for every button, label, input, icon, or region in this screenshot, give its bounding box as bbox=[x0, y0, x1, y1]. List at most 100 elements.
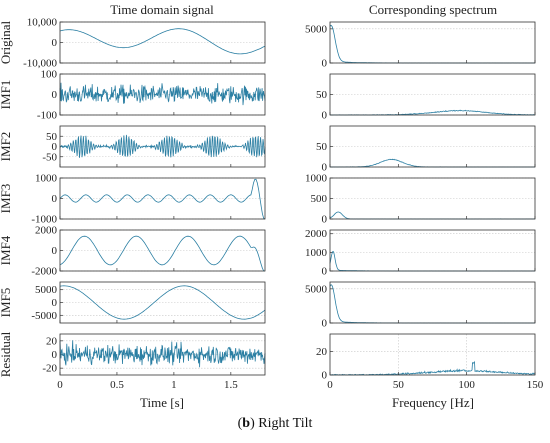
row-label: IMF2 bbox=[0, 132, 13, 162]
y-tick-label: 50 bbox=[316, 141, 328, 153]
y-tick-label: 5000 bbox=[35, 284, 58, 296]
series-line bbox=[59, 134, 266, 158]
series-line bbox=[329, 24, 535, 64]
panel-frame bbox=[329, 21, 536, 64]
panel-frame bbox=[329, 281, 536, 324]
time-panel: 100 0 -100 bbox=[37, 69, 266, 122]
y-tick-label: 0 bbox=[322, 162, 328, 174]
y-tick-label: 0 bbox=[322, 58, 328, 70]
row-label: Original bbox=[0, 20, 13, 64]
y-tick-label: 1000 bbox=[305, 173, 328, 185]
series-line bbox=[59, 340, 266, 368]
y-tick-label: 0 bbox=[52, 245, 58, 257]
panel-frame bbox=[329, 177, 536, 220]
left-column-title: Time domain signal bbox=[110, 2, 214, 17]
y-tick-label: 50 bbox=[46, 131, 58, 143]
spectrum-panel: 5000 0 bbox=[305, 21, 536, 70]
series-line bbox=[329, 250, 535, 272]
caption-text: Right Tilt bbox=[258, 416, 313, 431]
y-tick-label: 2000 bbox=[305, 228, 328, 240]
y-tick-label: -20 bbox=[42, 363, 57, 375]
time-panel: 1000 0 -1000 bbox=[31, 173, 266, 226]
y-tick-label: 0 bbox=[322, 110, 328, 122]
right-x-axis-label: Frequency [Hz] bbox=[392, 395, 474, 410]
time-panel: 10,000 0 -10,000 bbox=[23, 17, 266, 70]
series-line bbox=[59, 178, 266, 220]
x-tick-label: 150 bbox=[527, 379, 544, 391]
panel-frame bbox=[59, 73, 266, 116]
series-line bbox=[59, 235, 266, 272]
y-tick-label: -2000 bbox=[31, 266, 57, 278]
y-tick-label: 0 bbox=[322, 266, 328, 278]
y-tick-label: 100 bbox=[41, 69, 58, 81]
series-line bbox=[329, 284, 535, 324]
series-line bbox=[59, 28, 266, 55]
y-tick-label: 10,000 bbox=[27, 17, 58, 29]
panel-frame bbox=[329, 229, 536, 272]
panel-frame bbox=[59, 125, 266, 168]
panel-frame bbox=[329, 333, 536, 376]
y-tick-label: -1000 bbox=[31, 214, 57, 226]
caption-tag: b bbox=[242, 416, 251, 431]
y-tick-label: 500 bbox=[311, 193, 328, 205]
x-tick-label: 100 bbox=[458, 379, 475, 391]
panel-frame bbox=[59, 177, 266, 220]
x-tick-label: 50 bbox=[393, 379, 405, 391]
panel-frame bbox=[329, 125, 536, 168]
series-line bbox=[59, 82, 266, 106]
left-x-axis-label: Time [s] bbox=[140, 395, 184, 410]
y-tick-label: -50 bbox=[42, 151, 57, 163]
right-column-title: Corresponding spectrum bbox=[369, 2, 497, 17]
row-label: Residual bbox=[0, 331, 13, 377]
y-tick-label: 0 bbox=[322, 214, 328, 226]
panel-frame bbox=[59, 229, 266, 272]
y-tick-label: 0 bbox=[52, 297, 58, 309]
panel-frame bbox=[59, 333, 266, 376]
y-tick-label: 0 bbox=[52, 193, 58, 205]
y-tick-label: 0 bbox=[322, 370, 328, 382]
time-panel: 500-50 bbox=[42, 125, 266, 168]
y-tick-label: 1000 bbox=[305, 247, 328, 259]
y-tick-label: -10,000 bbox=[23, 58, 57, 70]
y-tick-label: 1000 bbox=[35, 173, 58, 185]
x-tick-label: 0 bbox=[57, 379, 63, 391]
time-panel: 200-200 0.5 1 1.5 bbox=[42, 333, 266, 391]
spectrum-panel: 50 0 bbox=[316, 125, 536, 174]
series-line bbox=[329, 211, 536, 220]
row-label: IMF1 bbox=[0, 80, 13, 110]
series-line bbox=[59, 285, 266, 320]
spectrum-panel: 1000 500 0 bbox=[305, 173, 536, 226]
row-label: IMF4 bbox=[0, 235, 13, 265]
spectrum-panel: 50 0 bbox=[316, 73, 536, 122]
y-tick-label: 20 bbox=[46, 335, 58, 347]
series-line bbox=[330, 158, 535, 168]
y-tick-label: 5000 bbox=[305, 283, 328, 295]
y-tick-label: -5000 bbox=[31, 310, 57, 322]
time-panel: 2000 0 -2000 bbox=[31, 225, 266, 278]
panel-frame bbox=[59, 21, 266, 64]
x-tick-label: 0.5 bbox=[110, 379, 124, 391]
x-tick-label: 1.5 bbox=[224, 379, 238, 391]
y-tick-label: 0 bbox=[52, 37, 58, 49]
series-line bbox=[330, 360, 536, 376]
row-label: IMF3 bbox=[0, 184, 13, 214]
y-tick-label: 0 bbox=[52, 141, 58, 153]
spectrum-panel: 2000 1000 0 bbox=[305, 228, 536, 278]
panel-frame bbox=[59, 281, 266, 324]
y-tick-label: 5000 bbox=[305, 23, 328, 35]
spectrum-panel: 5000 0 bbox=[305, 281, 536, 330]
y-tick-label: 20 bbox=[316, 346, 328, 358]
panel-frame bbox=[329, 73, 536, 116]
x-tick-label: 0 bbox=[327, 379, 333, 391]
emd-figure: Time domain signal Corresponding spectru… bbox=[0, 2, 544, 410]
y-tick-label: 2000 bbox=[35, 225, 58, 237]
y-tick-label: 0 bbox=[52, 89, 58, 101]
spectrum-panel: 20 00 50 100 150 bbox=[316, 333, 544, 391]
y-tick-label: 50 bbox=[316, 89, 328, 101]
y-tick-label: 0 bbox=[52, 349, 58, 361]
row-label: IMF5 bbox=[0, 288, 13, 318]
x-tick-label: 1 bbox=[171, 379, 177, 391]
panel-grid: Original 10,0000-10,00050000IMF11000-1005… bbox=[0, 17, 544, 392]
y-tick-label: 0 bbox=[322, 318, 328, 330]
